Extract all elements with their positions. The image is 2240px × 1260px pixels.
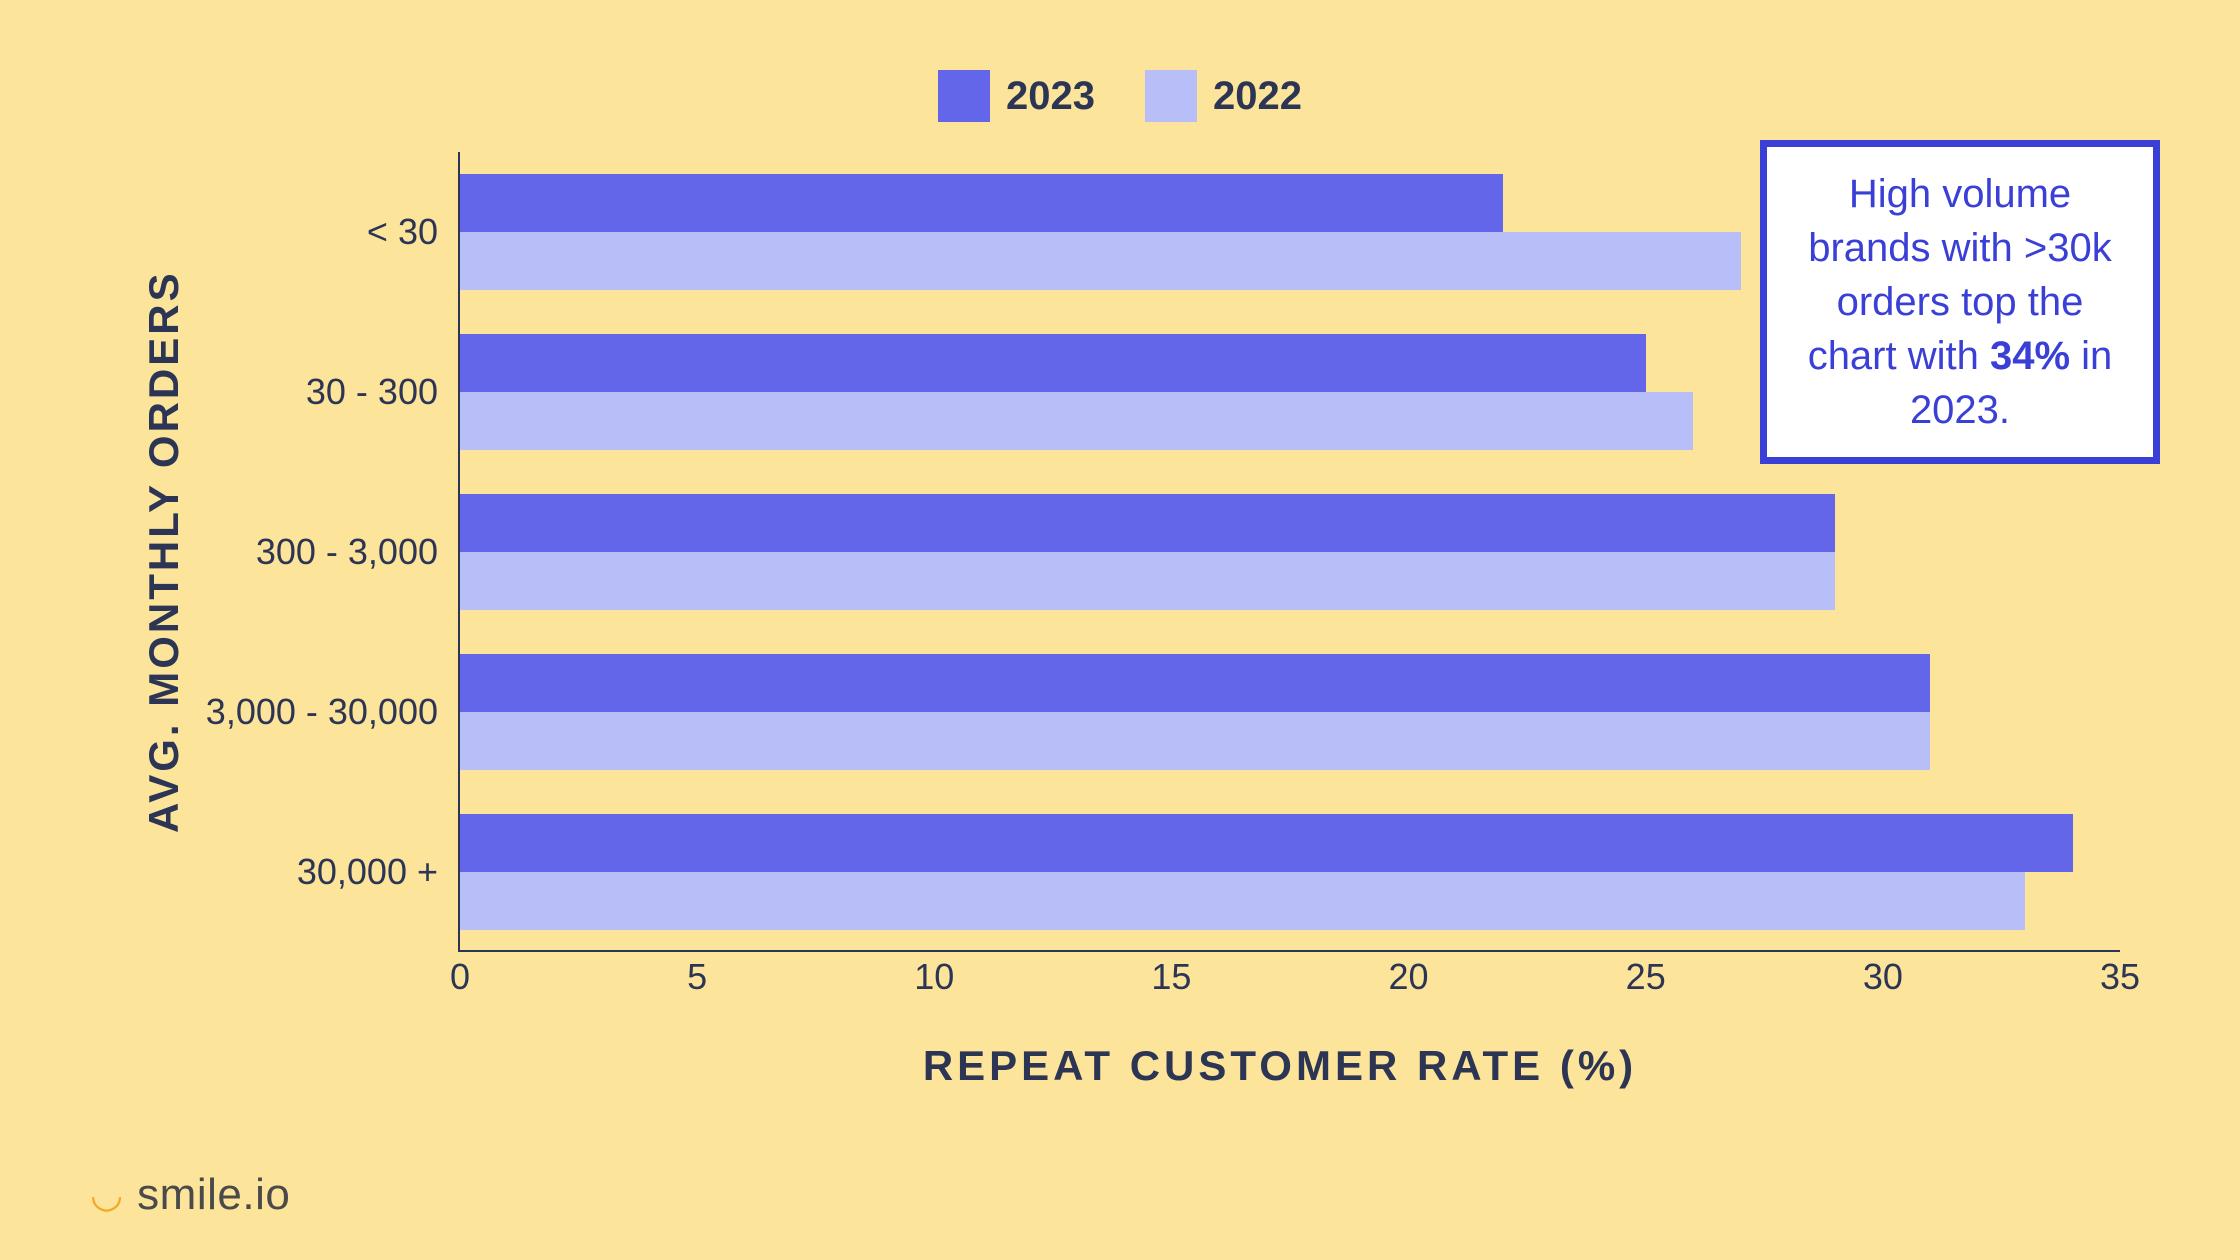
bar-group (460, 472, 2120, 632)
callout-bold: 34% (1990, 334, 2070, 378)
x-tick-label: 10 (914, 956, 954, 998)
x-tick-label: 0 (450, 956, 470, 998)
legend: 2023 2022 (80, 70, 2160, 122)
y-axis-title: AVG. MONTHLY ORDERS (140, 192, 188, 912)
x-tick-label: 5 (687, 956, 707, 998)
legend-item: 2022 (1145, 70, 1302, 122)
y-tick-label: 30,000 + (198, 792, 458, 952)
bar (460, 712, 1930, 770)
bar-group (460, 792, 2120, 952)
legend-swatch (938, 70, 990, 122)
bar (460, 814, 2073, 872)
y-tick-label: 30 - 300 (198, 312, 458, 472)
bar-group (460, 632, 2120, 792)
y-tick-label: 300 - 3,000 (198, 472, 458, 632)
bar (460, 174, 1503, 232)
legend-item: 2023 (938, 70, 1095, 122)
bar (460, 872, 2025, 930)
chart-canvas: 2023 2022 AVG. MONTHLY ORDERS < 3030 - 30… (0, 0, 2240, 1260)
brand-logo: ◡ smile.io (90, 1170, 290, 1220)
x-tick-label: 25 (1626, 956, 1666, 998)
legend-label: 2022 (1213, 74, 1302, 119)
x-axis-title: REPEAT CUSTOMER RATE (%) (400, 1042, 2160, 1090)
x-tick-label: 20 (1389, 956, 1429, 998)
x-tick-label: 35 (2100, 956, 2140, 998)
x-tick-label: 15 (1151, 956, 1191, 998)
y-axis-ticks: < 3030 - 300300 - 3,0003,000 - 30,00030,… (198, 152, 458, 952)
y-tick-label: < 30 (198, 152, 458, 312)
legend-swatch (1145, 70, 1197, 122)
brand-text: smile.io (137, 1170, 290, 1220)
bar (460, 392, 1693, 450)
x-axis-ticks: 05101520253035 (460, 956, 2120, 1006)
bar (460, 232, 1741, 290)
callout-box: High volume brands with >30k orders top … (1760, 140, 2160, 464)
y-tick-label: 3,000 - 30,000 (198, 632, 458, 792)
legend-label: 2023 (1006, 74, 1095, 119)
x-tick-label: 30 (1863, 956, 1903, 998)
bar (460, 654, 1930, 712)
bar (460, 552, 1835, 610)
bar (460, 494, 1835, 552)
bar (460, 334, 1646, 392)
smile-icon: ◡ (90, 1176, 123, 1214)
